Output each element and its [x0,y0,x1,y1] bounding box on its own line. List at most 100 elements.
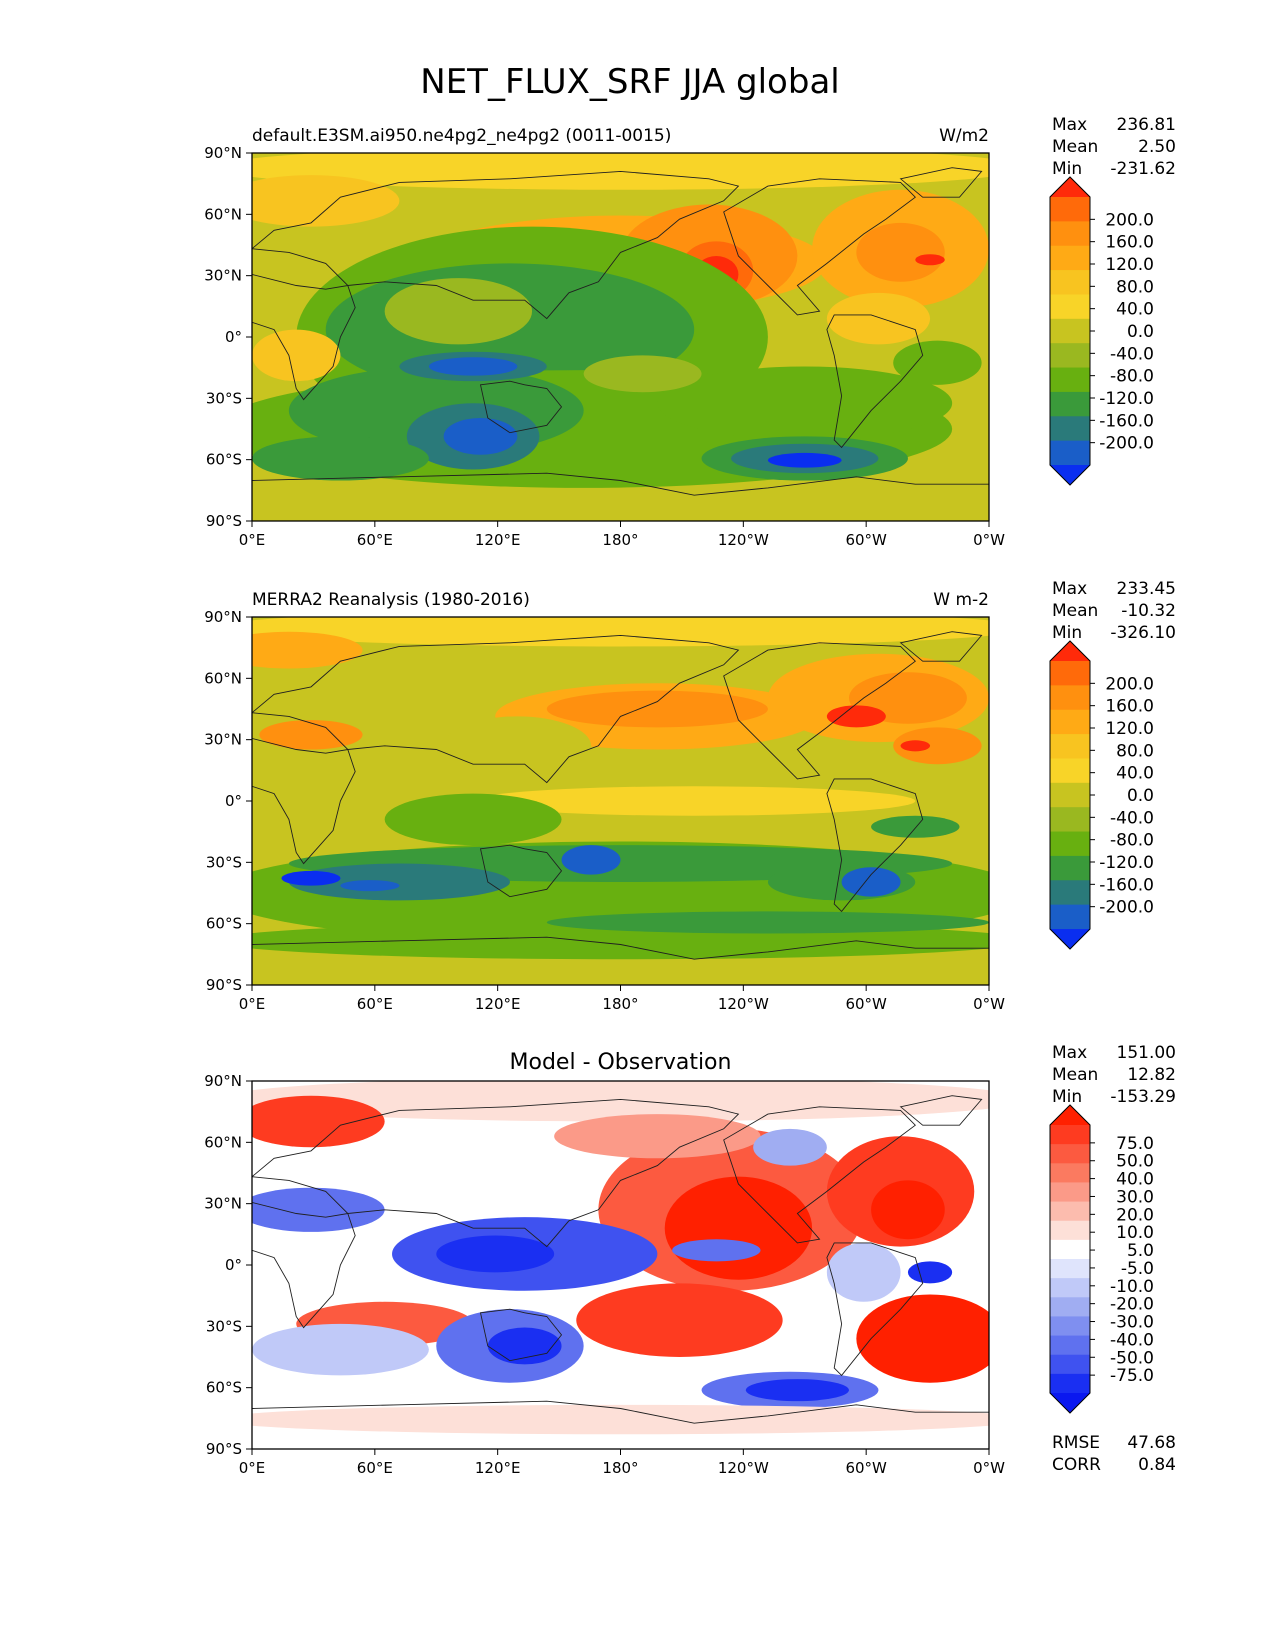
coastline [252,1098,740,1248]
field-blob [252,329,341,382]
colorbar-label: 40.0 [1116,1170,1154,1190]
colorbar-segment [1050,318,1090,344]
colorbar-extend-bottom [1050,465,1090,485]
stat-value: -231.62 [1110,159,1176,179]
colorbar-segment [1050,1220,1090,1241]
colorbar-label: 0.0 [1127,786,1154,806]
y-tick-label: 60°S [206,1379,242,1397]
colorbar-segment [1050,1163,1090,1183]
colorbar-segment [1050,416,1090,442]
colorbar-label: -200.0 [1099,434,1154,454]
y-tick-label: 90°S [206,512,242,530]
x-tick-label: 120°W [718,1459,769,1477]
field-blob [259,720,363,750]
coastline [826,778,924,913]
y-tick-label: 30°S [206,853,242,871]
y-tick-label: 90°N [204,1072,242,1090]
field-layer [252,1081,989,1435]
stat-label: Mean [1052,1065,1098,1085]
x-tick-label: 180° [602,995,638,1013]
y-tick-label: 60°S [206,915,242,933]
x-tick-label: 120°E [475,995,521,1013]
field-blob [753,1128,827,1166]
colorbar-label: -40.0 [1110,344,1154,364]
coastline [479,844,563,898]
field-blob [288,863,510,901]
x-tick-label: 0°E [239,1459,266,1477]
coastlines [252,1095,989,1424]
y-tick-label: 60°S [206,451,242,469]
colorbar-extend-top [1050,641,1090,661]
colorbar-segment [1050,807,1090,833]
coastline [723,1106,916,1244]
x-tick-label: 60°W [845,1459,887,1477]
colorbar-segment [1050,1259,1090,1279]
y-tick-label: 90°N [204,608,242,626]
figure-title: NET_FLUX_SRF JJA global [420,62,839,102]
panel-title: MERRA2 Reanalysis (1980-2016) [252,590,530,610]
stat-label: Mean [1052,137,1098,157]
map-panel-2: 0°E 60°E 120°E 180° 120°W 60°W 0°W 90°N 60°N 30°N… [204,1043,1176,1477]
colorbar-label: 40.0 [1116,300,1154,320]
y-tick-label: 90°S [206,976,242,994]
field-blob [546,911,989,934]
field-blob [546,690,768,728]
field-blob [252,1095,385,1148]
coastline [479,1308,563,1362]
footer-stat-label: CORR [1052,1455,1101,1475]
field-blob [841,867,901,897]
stat-label: Min [1052,1087,1082,1107]
colorbar-segment [1050,734,1090,759]
colorbar-label: -40.0 [1110,808,1154,828]
x-tick-label: 180° [602,1459,638,1477]
colorbar-segment [1050,1182,1090,1203]
colorbar-label: 30.0 [1116,1187,1154,1207]
field-blob [664,1176,813,1280]
colorbar-segment [1050,1335,1090,1356]
field-blob [443,716,592,776]
field-blob [893,340,982,385]
field-blob [436,1235,555,1273]
field-blob [657,366,953,441]
field-blob [576,1283,783,1357]
stat-label: Max [1052,1043,1087,1063]
coastlines [252,631,989,960]
field-blob [672,1239,761,1262]
colorbar-segment [1050,1125,1090,1145]
coastline [252,936,989,960]
field-blob [340,880,400,892]
colorbar-label: -80.0 [1110,831,1154,851]
stat-label: Min [1052,159,1082,179]
colorbar-label: 50.0 [1116,1152,1154,1172]
colorbar-segment [1050,440,1090,466]
y-tick-label: 0° [225,328,242,346]
coastline [826,1242,924,1377]
colorbar-outline [1049,1104,1091,1414]
field-blob [767,452,842,468]
stat-value: 151.00 [1117,1043,1176,1063]
colorbar-segment [1050,880,1090,906]
colorbar-extend-top [1050,177,1090,197]
map-panel-1: 0°E 60°E 120°E 180° 120°W 60°W 0°W 90°N 60°N 30°N… [204,579,1176,1013]
footer-stat-label: RMSE [1052,1433,1100,1453]
colorbar-segment [1050,367,1090,393]
coastline [723,178,916,316]
stat-label: Mean [1052,601,1098,621]
y-tick-label: 0° [225,1256,242,1274]
panel-units: W/m2 [939,126,989,146]
colorbar-segment [1050,709,1090,735]
colorbar-segment [1050,1373,1090,1394]
colorbar-segment [1050,1239,1090,1260]
colorbar-label: -30.0 [1110,1313,1154,1333]
colorbar-label: -20.0 [1110,1295,1154,1315]
field-blob [428,357,518,376]
field-blob [554,1114,761,1159]
field-blob [252,1323,429,1376]
y-tick-label: 60°N [204,1133,242,1151]
colorbar-label: -50.0 [1110,1348,1154,1368]
x-tick-label: 60°E [357,531,393,549]
colorbar-label: -120.0 [1099,389,1154,409]
coastline [826,314,924,449]
